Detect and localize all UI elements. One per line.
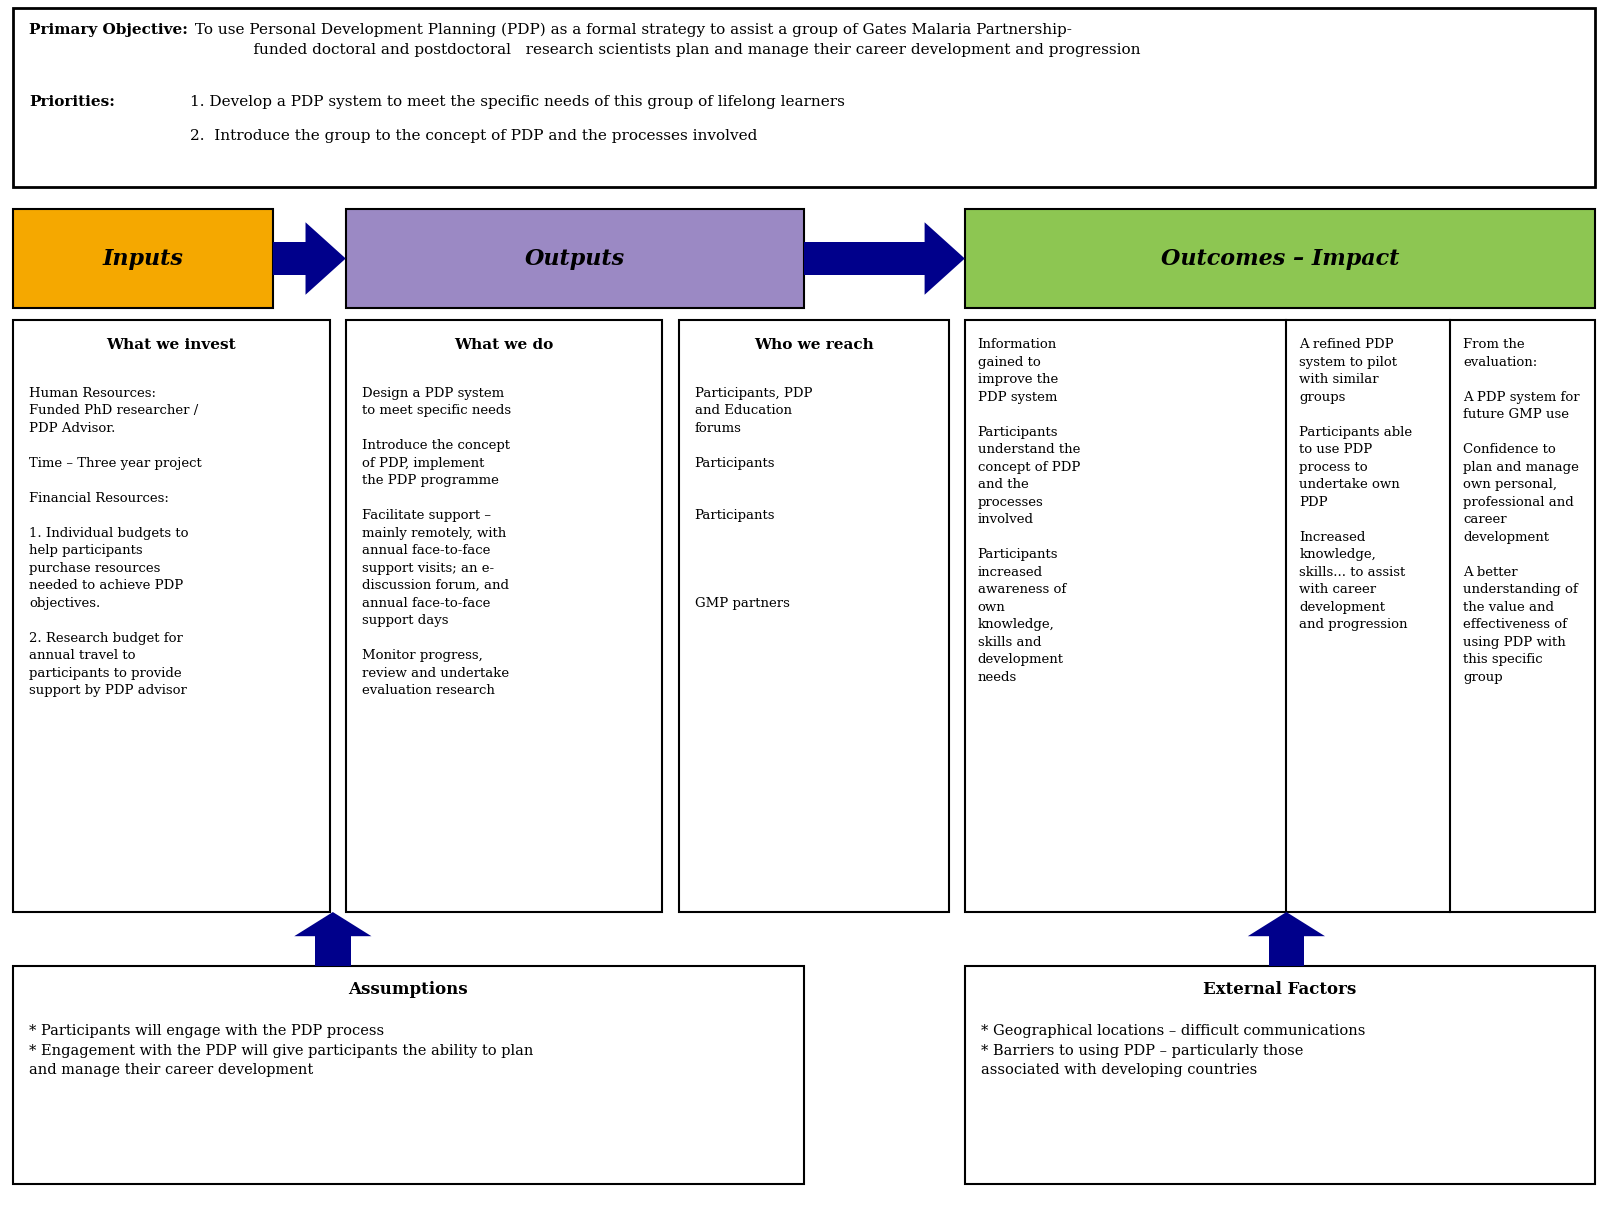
Text: What we do: What we do bbox=[455, 338, 553, 353]
Text: Outcomes – Impact: Outcomes – Impact bbox=[1160, 248, 1398, 269]
Text: * Geographical locations – difficult communications
* Barriers to using PDP – pa: * Geographical locations – difficult com… bbox=[980, 1024, 1364, 1078]
Polygon shape bbox=[1247, 912, 1324, 936]
FancyBboxPatch shape bbox=[964, 209, 1594, 308]
Polygon shape bbox=[294, 912, 371, 936]
Text: Human Resources:
Funded PhD researcher /
PDP Advisor.

Time – Three year project: Human Resources: Funded PhD researcher /… bbox=[29, 387, 201, 697]
Text: Information
gained to
improve the
PDP system

Participants
understand the
concep: Information gained to improve the PDP sy… bbox=[977, 338, 1080, 684]
Text: Inputs: Inputs bbox=[103, 248, 183, 269]
FancyBboxPatch shape bbox=[964, 320, 1594, 912]
Text: What we invest: What we invest bbox=[106, 338, 236, 353]
FancyBboxPatch shape bbox=[273, 242, 305, 275]
Text: * Participants will engage with the PDP process
* Engagement with the PDP will g: * Participants will engage with the PDP … bbox=[29, 1024, 534, 1078]
Text: Primary Objective:: Primary Objective: bbox=[29, 23, 188, 37]
Text: Design a PDP system
to meet specific needs

Introduce the concept
of PDP, implem: Design a PDP system to meet specific nee… bbox=[362, 387, 511, 697]
Text: 2.  Introduce the group to the concept of PDP and the processes involved: 2. Introduce the group to the concept of… bbox=[190, 129, 757, 144]
FancyBboxPatch shape bbox=[964, 966, 1594, 1184]
Text: A refined PDP
system to pilot
with similar
groups

Participants able
to use PDP
: A refined PDP system to pilot with simil… bbox=[1298, 338, 1411, 632]
Text: Assumptions: Assumptions bbox=[349, 981, 468, 998]
FancyBboxPatch shape bbox=[13, 8, 1594, 187]
Polygon shape bbox=[924, 222, 964, 295]
Text: External Factors: External Factors bbox=[1202, 981, 1356, 998]
Text: Priorities:: Priorities: bbox=[29, 95, 114, 110]
FancyBboxPatch shape bbox=[13, 320, 329, 912]
FancyBboxPatch shape bbox=[315, 936, 350, 966]
Text: To use Personal Development Planning (PDP) as a formal strategy to assist a grou: To use Personal Development Planning (PD… bbox=[190, 23, 1139, 57]
FancyBboxPatch shape bbox=[346, 320, 662, 912]
FancyBboxPatch shape bbox=[13, 209, 273, 308]
FancyBboxPatch shape bbox=[1268, 936, 1303, 966]
Text: Outputs: Outputs bbox=[524, 248, 625, 269]
Text: 1. Develop a PDP system to meet the specific needs of this group of lifelong lea: 1. Develop a PDP system to meet the spec… bbox=[190, 95, 844, 110]
Text: Participants, PDP
and Education
forums

Participants


Participants




GMP part: Participants, PDP and Education forums P… bbox=[694, 387, 812, 610]
Text: Who we reach: Who we reach bbox=[754, 338, 873, 353]
Text: From the
evaluation:

A PDP system for
future GMP use

Confidence to
plan and ma: From the evaluation: A PDP system for fu… bbox=[1462, 338, 1580, 684]
FancyBboxPatch shape bbox=[804, 242, 924, 275]
FancyBboxPatch shape bbox=[346, 209, 804, 308]
FancyBboxPatch shape bbox=[13, 966, 804, 1184]
Polygon shape bbox=[305, 222, 346, 295]
FancyBboxPatch shape bbox=[678, 320, 948, 912]
